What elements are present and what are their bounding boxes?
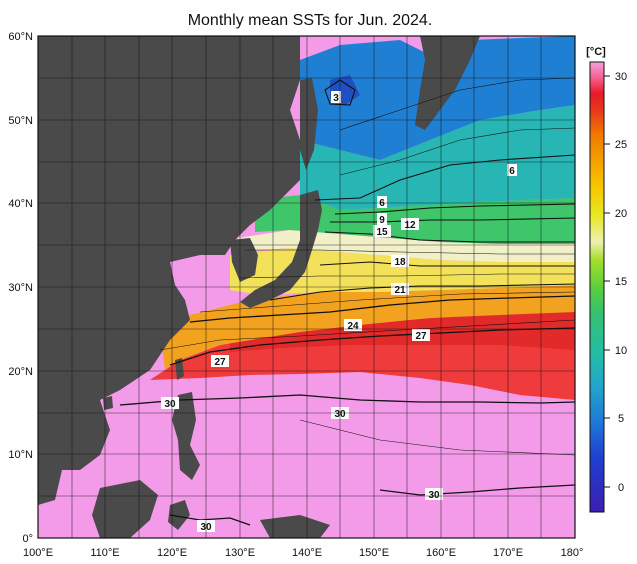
contour-label: 3	[333, 93, 339, 104]
land-korea	[230, 238, 258, 282]
land-hainan	[103, 396, 113, 410]
contour-label: 12	[404, 220, 416, 231]
contour-3-line	[324, 79, 356, 106]
land-philippines	[172, 392, 200, 480]
land-taiwan	[175, 358, 184, 380]
lon-axis: 100°E 110°E 120°E 130°E 140°E 150°E 160°…	[23, 547, 583, 559]
ocean-yellow-band	[230, 248, 575, 295]
contour-18-line	[319, 261, 575, 267]
land-new-guinea	[260, 515, 330, 538]
lat-tick-label: 10°N	[8, 449, 33, 461]
contour-label: 18	[394, 257, 406, 268]
land-borneo	[92, 480, 158, 538]
lat-tick-label: 50°N	[8, 115, 33, 127]
colorbar-tick: 30	[615, 71, 627, 83]
land-indochina	[38, 380, 110, 505]
contour-label: 30	[428, 490, 440, 501]
land-asia-continent	[38, 36, 300, 480]
colorbar-tick: 20	[615, 208, 627, 220]
contour-label: 30	[164, 399, 176, 410]
contour-24-line	[189, 295, 575, 323]
contour-27-line	[169, 327, 575, 366]
lat-tick-label: 0°	[22, 533, 33, 545]
ocean-deep-red-band	[230, 312, 575, 352]
ocean-orange-band	[160, 285, 575, 370]
contour-12-line	[330, 217, 575, 223]
lat-tick-label: 20°N	[8, 366, 33, 378]
contour-label: 24	[347, 321, 359, 332]
lon-tick-label: 100°E	[23, 547, 53, 559]
lat-tick-label: 40°N	[8, 198, 33, 210]
lon-tick-label: 150°E	[359, 547, 389, 559]
colorbar-tick: 10	[615, 345, 627, 357]
contour-label: 6	[509, 166, 515, 177]
colorbar: [°C] 0 5 10 15 20 25 30	[586, 46, 627, 513]
lon-tick-label: 180°	[561, 547, 584, 559]
colorbar-tick: 5	[618, 413, 624, 425]
lon-tick-label: 130°E	[225, 547, 255, 559]
map-plot-area: 3 6 6 9 15 12 18 21 24 27 27 30 30	[38, 36, 575, 538]
land-sakhalin	[300, 78, 318, 170]
contour-label: 21	[394, 285, 406, 296]
colorbar-bar	[589, 61, 605, 513]
land-japan	[240, 190, 322, 308]
contour-label: 27	[214, 357, 226, 368]
grid-lines	[38, 36, 575, 538]
contour-label: 15	[376, 227, 388, 238]
colorbar-tick: 15	[615, 276, 627, 288]
contour-label: 9	[379, 215, 385, 226]
colorbar-tick: 0	[618, 482, 624, 494]
land-kamchatka	[415, 36, 480, 130]
contour-15-line	[324, 231, 575, 243]
colorbar-tick: 25	[615, 139, 627, 151]
contour-label: 27	[415, 331, 427, 342]
contour-9-line	[334, 203, 575, 215]
lon-tick-label: 160°E	[426, 547, 456, 559]
lat-tick-label: 60°N	[8, 31, 33, 43]
ocean-teal-band	[300, 105, 575, 210]
lon-tick-label: 140°E	[292, 547, 322, 559]
lon-tick-label: 170°E	[493, 547, 523, 559]
colorbar-unit: [°C]	[586, 46, 606, 58]
plot-frame	[37, 35, 576, 539]
lat-axis: 0° 10°N 20°N 30°N 40°N 50°N 60°N	[8, 31, 33, 545]
contour-6-line	[314, 154, 575, 201]
contour-30-line	[119, 394, 575, 406]
contour-label: 6	[379, 198, 385, 209]
map-title: Monthly mean SSTs for Jun. 2024.	[187, 12, 433, 29]
lat-tick-label: 30°N	[8, 282, 33, 294]
land-sulawesi	[168, 500, 190, 530]
lon-tick-label: 110°E	[90, 547, 119, 559]
contour-30b-line	[379, 484, 575, 496]
lon-tick-label: 120°E	[157, 547, 187, 559]
